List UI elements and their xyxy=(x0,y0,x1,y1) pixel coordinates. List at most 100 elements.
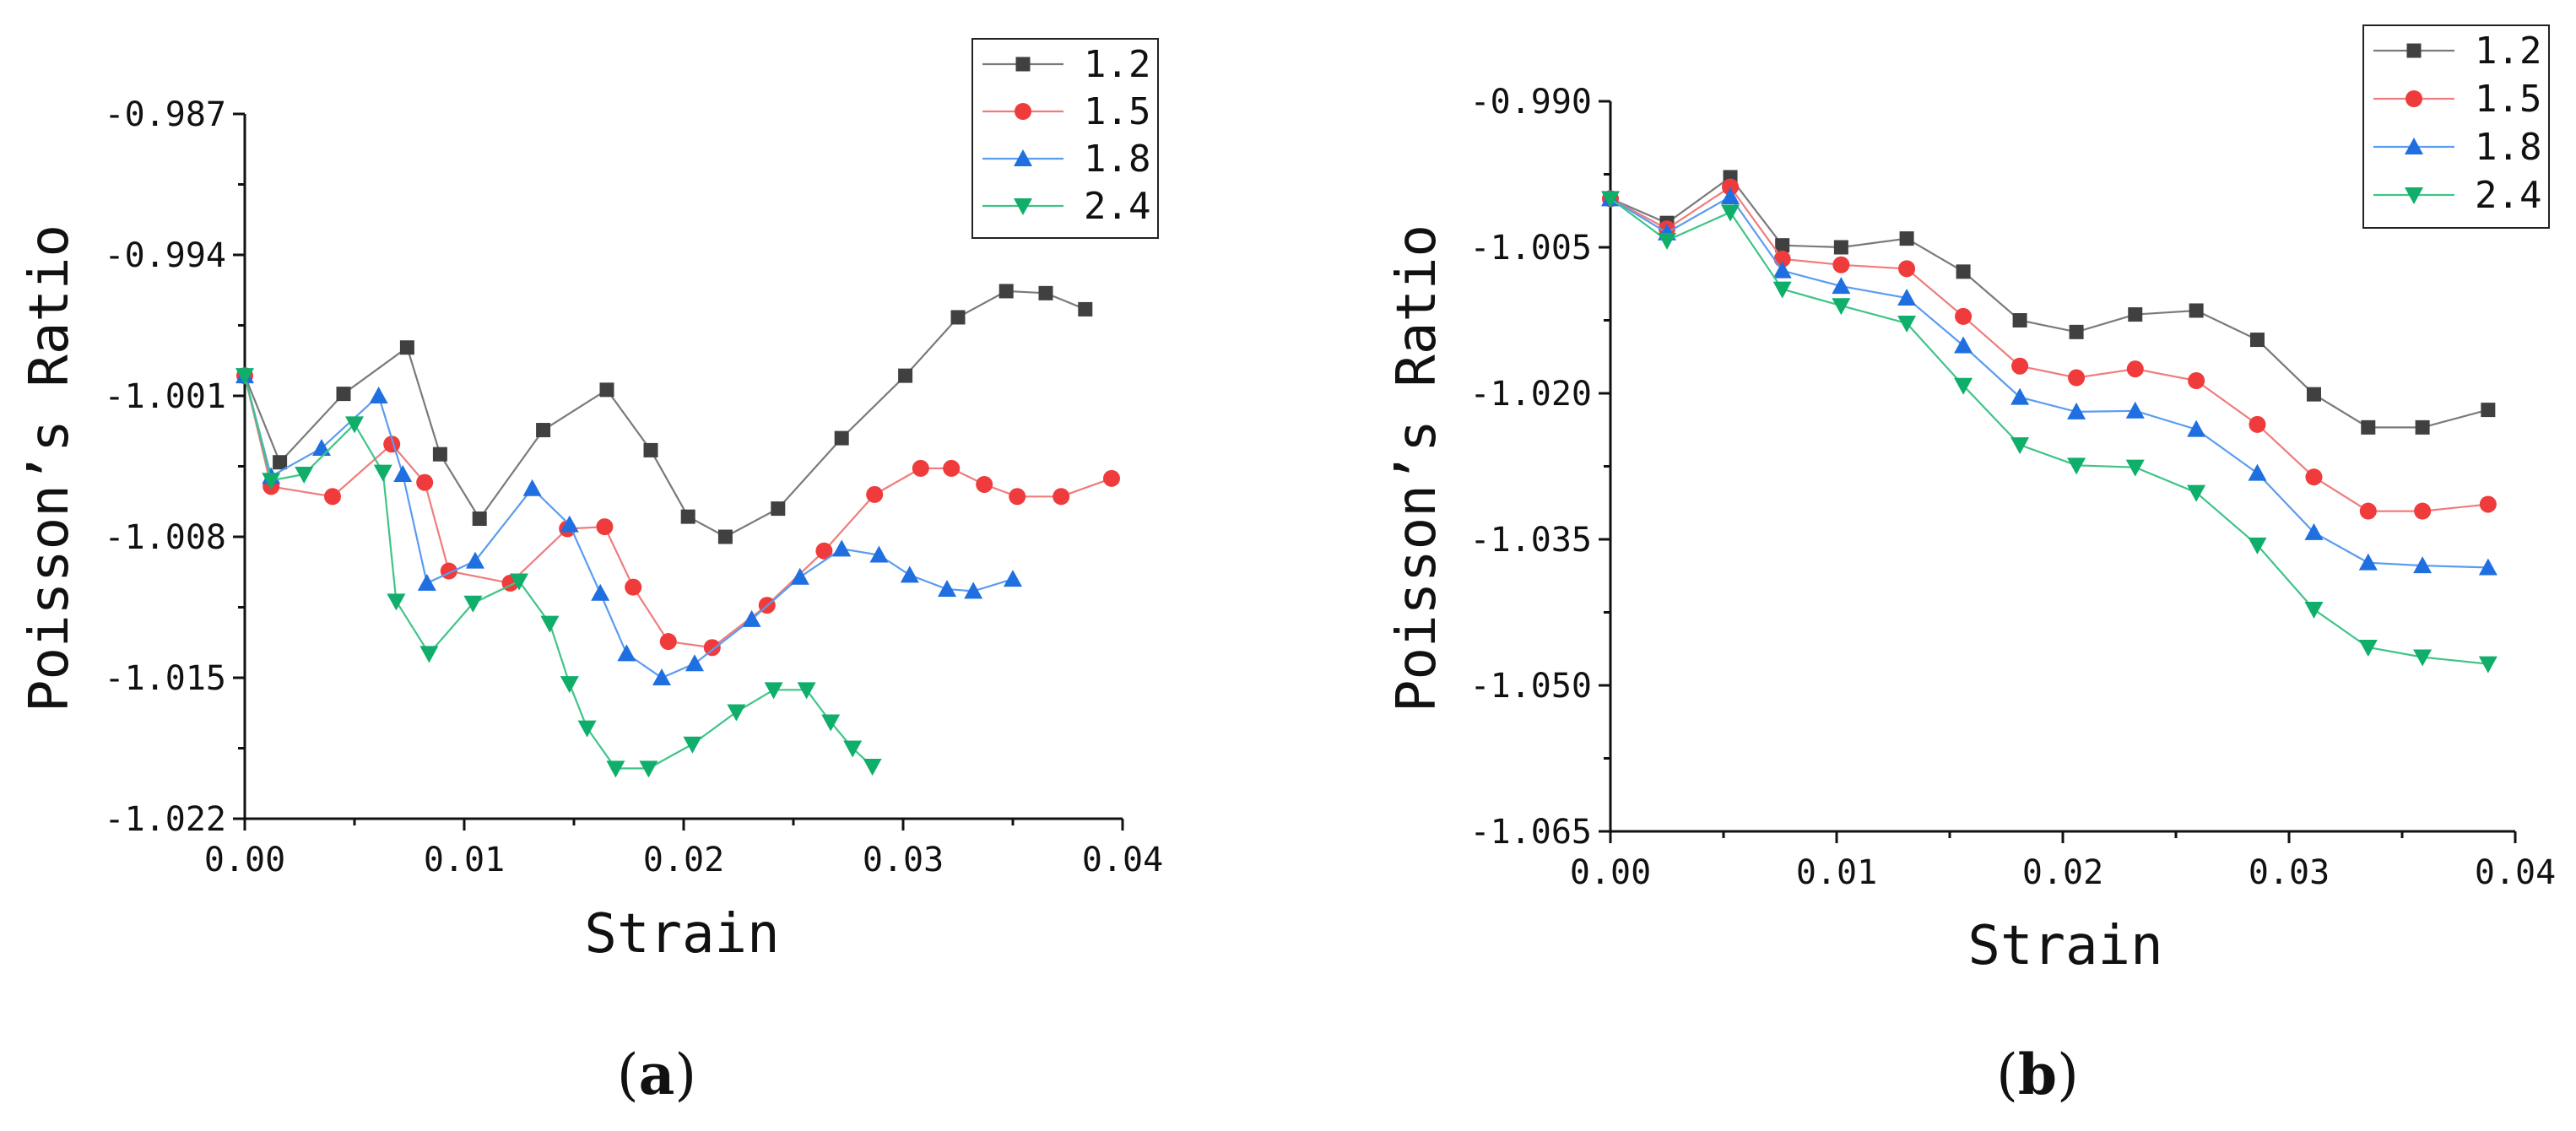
data-point xyxy=(1658,232,1676,250)
data-point xyxy=(2010,437,2030,455)
data-point xyxy=(976,475,993,493)
data-point xyxy=(463,595,483,613)
data-point xyxy=(560,676,579,694)
data-point xyxy=(863,758,882,776)
data-point xyxy=(938,580,956,598)
legend-box xyxy=(971,38,1159,239)
y-axis-title-a: Poisson’s Ratio xyxy=(19,225,81,712)
legend-label: 2.4 xyxy=(1084,185,1150,228)
data-point xyxy=(617,644,636,662)
series-line xyxy=(1610,176,2489,429)
y-tick-label: -1.065 xyxy=(1470,813,1593,852)
data-point xyxy=(560,515,579,533)
data-point xyxy=(295,467,314,484)
data-point xyxy=(2128,307,2143,322)
legend-label: 1.5 xyxy=(1084,90,1150,133)
data-point xyxy=(1954,336,1973,354)
y-tick-label: -1.035 xyxy=(1470,521,1593,560)
data-point xyxy=(369,387,388,403)
data-point xyxy=(1955,307,1973,325)
data-point xyxy=(771,501,786,517)
chart-panel-b: -0.990 -1.005 -1.020 -1.035 -1.050 -1.0650.00… xyxy=(1386,24,2557,1107)
data-point xyxy=(466,551,484,569)
data-point xyxy=(1009,488,1026,506)
series-line xyxy=(1610,198,2488,665)
x-tick-label: 0.00 xyxy=(1570,853,1651,892)
data-point xyxy=(832,539,852,557)
data-point xyxy=(262,473,281,490)
panel-letter-a: a xyxy=(639,1042,675,1107)
series-line xyxy=(243,290,1086,538)
data-point xyxy=(2249,333,2265,348)
data-point xyxy=(536,423,551,438)
data-point xyxy=(510,573,528,591)
data-point xyxy=(2304,522,2324,540)
data-point xyxy=(1722,178,1740,196)
data-point xyxy=(2188,372,2205,390)
data-point xyxy=(393,465,413,483)
data-point xyxy=(2481,403,2496,418)
data-point xyxy=(2305,468,2323,486)
series-line xyxy=(1610,186,2488,512)
data-point xyxy=(680,509,695,524)
data-point xyxy=(1897,315,1917,333)
data-point xyxy=(2413,649,2433,667)
data-point xyxy=(591,583,610,601)
legend-label: 1.8 xyxy=(2475,126,2541,169)
data-point xyxy=(643,442,658,457)
data-point xyxy=(2414,502,2432,520)
data-point xyxy=(1832,298,1851,316)
data-point xyxy=(417,573,436,591)
series-group-b xyxy=(1601,170,2498,674)
data-point xyxy=(416,474,434,491)
data-point xyxy=(1956,264,1971,279)
data-point xyxy=(577,720,597,738)
data-point xyxy=(324,488,341,506)
data-point xyxy=(639,760,658,778)
x-tick-label: 0.02 xyxy=(643,841,724,879)
data-point xyxy=(815,542,833,560)
y-tick-label: -1.022 xyxy=(105,800,227,839)
legend-label: 2.4 xyxy=(2475,174,2541,217)
data-point xyxy=(599,382,614,398)
data-point xyxy=(2067,402,2086,419)
data-point xyxy=(522,479,542,496)
chart-panel-a: -0.987 -0.994 -1.001 -1.008 -1.015 -1.0220.00… xyxy=(19,38,1164,1107)
data-point xyxy=(912,459,929,477)
x-tick-label: 0.01 xyxy=(1796,853,1877,892)
data-point xyxy=(1954,377,1973,395)
axes-b: -0.990 -1.005 -1.020 -1.035 -1.050 -1.0650.00… xyxy=(1470,83,2557,892)
data-point xyxy=(2012,313,2027,327)
series-line xyxy=(1610,195,2488,569)
data-point xyxy=(419,646,439,663)
axes-a: -0.987 -0.994 -1.001 -1.008 -1.015 -1.0220.00… xyxy=(105,95,1164,879)
data-point xyxy=(1721,187,1740,205)
data-point xyxy=(2125,459,2145,477)
data-point xyxy=(1053,488,1070,506)
data-point xyxy=(606,760,625,778)
data-point xyxy=(717,529,733,544)
data-point xyxy=(2069,324,2084,339)
data-point xyxy=(2306,387,2321,402)
data-point xyxy=(2478,656,2498,674)
legend-marker xyxy=(2405,138,2423,154)
data-point xyxy=(2304,602,2324,620)
data-point xyxy=(2478,558,2498,576)
legend-b: 1.2 1.5 1.8 2.4 xyxy=(2362,24,2550,229)
panel-label-a: (a) xyxy=(617,1042,696,1107)
data-point xyxy=(866,485,884,503)
data-point xyxy=(383,436,401,453)
data-point xyxy=(821,714,841,732)
x-tick-label: 0.03 xyxy=(2249,853,2330,892)
y-tick-label: -0.990 xyxy=(1470,83,1593,122)
data-point xyxy=(2479,495,2497,513)
data-point xyxy=(1832,256,1850,273)
x-tick-label: 0.04 xyxy=(2475,853,2556,892)
data-point xyxy=(2361,419,2376,435)
data-point xyxy=(1832,277,1851,295)
data-point xyxy=(764,682,783,700)
legend-label: 1.2 xyxy=(1084,43,1150,86)
data-point xyxy=(950,310,966,325)
data-point xyxy=(373,464,392,482)
